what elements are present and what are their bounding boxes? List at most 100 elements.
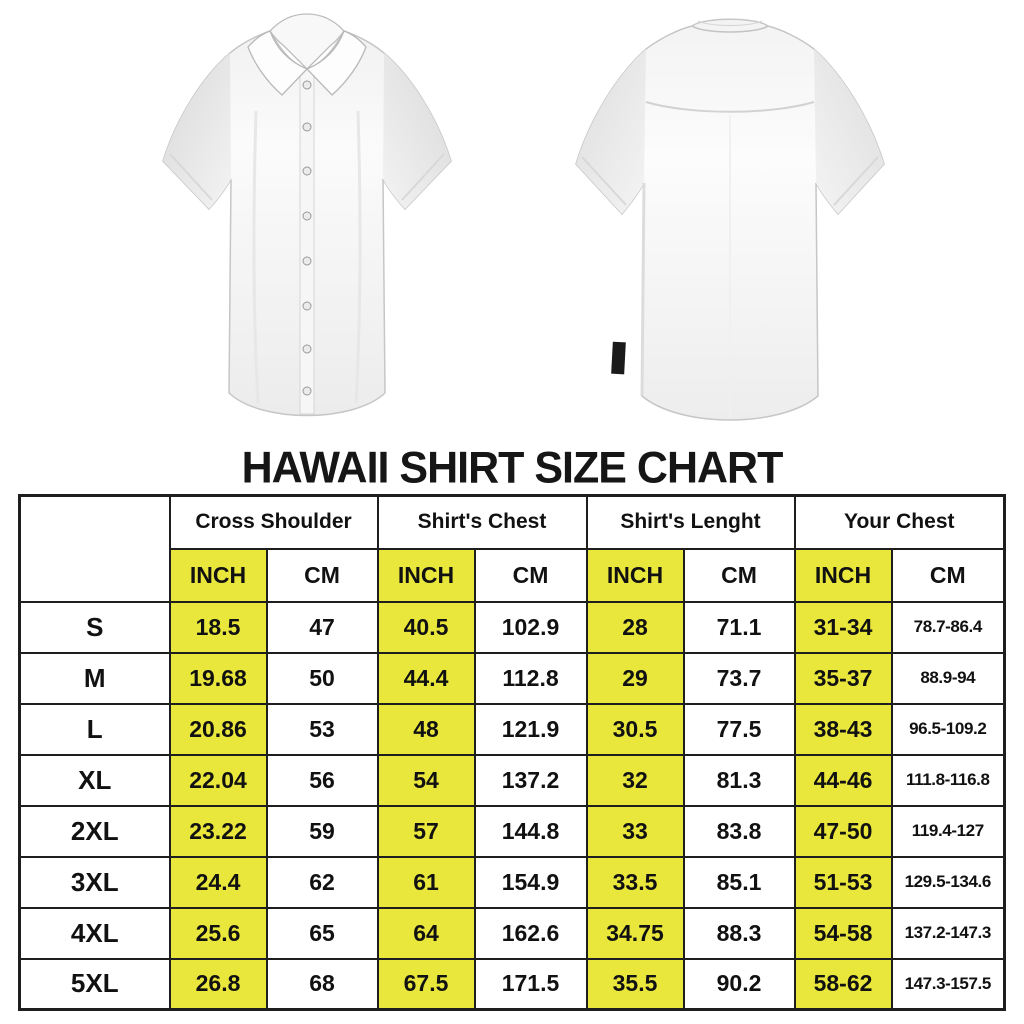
cm-value-cell: 154.9 — [473, 855, 588, 909]
column-group-shirts-chest: Shirt's Chest — [376, 494, 588, 550]
size-cell: 5XL — [18, 957, 171, 1011]
inch-value-cell: 19.68 — [168, 651, 268, 705]
cm-range-cell: 78.7-86.4 — [890, 600, 1006, 654]
cm-value-cell: 56 — [265, 753, 379, 807]
cm-range-cell: 111.8-116.8 — [890, 753, 1006, 807]
column-group-your-chest: Your Chest — [793, 494, 1006, 550]
table-row-4xl: 4XL 25.6 65 64 162.6 34.75 88.3 54-58 13… — [18, 906, 1006, 960]
cm-value-cell: 88.3 — [682, 906, 796, 960]
inch-value-cell: 44.4 — [376, 651, 476, 705]
size-cell: 3XL — [18, 855, 171, 909]
inch-value-cell: 33 — [585, 804, 685, 858]
size-cell: 4XL — [18, 906, 171, 960]
column-group-header-row: Cross Shoulder Shirt's Chest Shirt's Len… — [18, 494, 1006, 603]
unit-header-cm: CM — [473, 547, 588, 603]
inch-value-cell: 24.4 — [168, 855, 268, 909]
unit-header-inch: INCH — [376, 547, 476, 603]
inch-value-cell: 30.5 — [585, 702, 685, 756]
cm-range-cell: 96.5-109.2 — [890, 702, 1006, 756]
inch-value-cell: 35.5 — [585, 957, 685, 1011]
inch-value-cell: 33.5 — [585, 855, 685, 909]
inch-value-cell: 64 — [376, 906, 476, 960]
cm-value-cell: 50 — [265, 651, 379, 705]
size-cell: L — [18, 702, 171, 756]
cm-range-cell: 137.2-147.3 — [890, 906, 1006, 960]
inch-value-cell: 32 — [585, 753, 685, 807]
size-cell: XL — [18, 753, 171, 807]
inch-value-cell: 58-62 — [793, 957, 893, 1011]
cm-value-cell: 77.5 — [682, 702, 796, 756]
inch-value-cell: 23.22 — [168, 804, 268, 858]
inch-value-cell: 54-58 — [793, 906, 893, 960]
cm-value-cell: 53 — [265, 702, 379, 756]
back-shirt-image — [575, 18, 885, 421]
table-row-xl: XL 22.04 56 54 137.2 32 81.3 44-46 111.8… — [18, 753, 1006, 807]
size-chart-table: Cross Shoulder Shirt's Chest Shirt's Len… — [18, 494, 1007, 1011]
cm-range-cell: 88.9-94 — [890, 651, 1006, 705]
cm-range-cell: 129.5-134.6 — [890, 855, 1006, 909]
cm-value-cell: 102.9 — [473, 600, 588, 654]
unit-header-row: INCH CM INCH CM INCH CM INCH CM — [20, 547, 1006, 603]
unit-header-cm: CM — [682, 547, 796, 603]
inch-value-cell: 35-37 — [793, 651, 893, 705]
inch-value-cell: 44-46 — [793, 753, 893, 807]
cm-value-cell: 112.8 — [473, 651, 588, 705]
cm-value-cell: 90.2 — [682, 957, 796, 1011]
cm-value-cell: 68 — [265, 957, 379, 1011]
cm-value-cell: 62 — [265, 855, 379, 909]
cm-value-cell: 73.7 — [682, 651, 796, 705]
table-row-l: L 20.86 53 48 121.9 30.5 77.5 38-43 96.5… — [18, 702, 1006, 756]
cm-range-cell: 147.3-157.5 — [890, 957, 1006, 1011]
table-row-s: S 18.5 47 40.5 102.9 28 71.1 31-34 78.7-… — [18, 600, 1006, 654]
inch-value-cell: 54 — [376, 753, 476, 807]
inch-value-cell: 25.6 — [168, 906, 268, 960]
table-row-2xl: 2XL 23.22 59 57 144.8 33 83.8 47-50 119.… — [18, 804, 1006, 858]
cm-value-cell: 71.1 — [682, 600, 796, 654]
unit-header-inch: INCH — [793, 547, 893, 603]
cm-value-cell: 144.8 — [473, 804, 588, 858]
inch-value-cell: 34.75 — [585, 906, 685, 960]
unit-header-cm: CM — [265, 547, 379, 603]
inch-value-cell: 57 — [376, 804, 476, 858]
cm-range-cell: 119.4-127 — [890, 804, 1006, 858]
inch-value-cell: 22.04 — [168, 753, 268, 807]
size-cell: M — [18, 651, 171, 705]
unit-header-inch: INCH — [585, 547, 685, 603]
size-cell: S — [18, 600, 171, 654]
column-group-shirts-lenght: Shirt's Lenght — [585, 494, 796, 550]
cm-value-cell: 137.2 — [473, 753, 588, 807]
cm-value-cell: 171.5 — [473, 957, 588, 1011]
cm-value-cell: 81.3 — [682, 753, 796, 807]
cm-value-cell: 83.8 — [682, 804, 796, 858]
inch-value-cell: 47-50 — [793, 804, 893, 858]
inch-value-cell: 20.86 — [168, 702, 268, 756]
unit-header-cm: CM — [890, 547, 1006, 603]
inch-value-cell: 51-53 — [793, 855, 893, 909]
unit-header-inch: INCH — [168, 547, 268, 603]
cm-value-cell: 121.9 — [473, 702, 588, 756]
inch-value-cell: 18.5 — [168, 600, 268, 654]
table-row-3xl: 3XL 24.4 62 61 154.9 33.5 85.1 51-53 129… — [18, 855, 1006, 909]
table-row-5xl: 5XL 26.8 68 67.5 171.5 35.5 90.2 58-62 1… — [18, 957, 1006, 1011]
inch-value-cell: 61 — [376, 855, 476, 909]
corner-empty-cell — [18, 494, 171, 603]
cm-value-cell: 162.6 — [473, 906, 588, 960]
front-shirt-image — [162, 13, 452, 417]
table-row-m: M 19.68 50 44.4 112.8 29 73.7 35-37 88.9… — [18, 651, 1006, 705]
inch-value-cell: 29 — [585, 651, 685, 705]
inch-value-cell: 48 — [376, 702, 476, 756]
inch-value-cell: 67.5 — [376, 957, 476, 1011]
inch-value-cell: 40.5 — [376, 600, 476, 654]
column-group-cross-shoulder: Cross Shoulder — [168, 494, 379, 550]
shirt-hem-tag — [611, 341, 626, 375]
inch-value-cell: 28 — [585, 600, 685, 654]
inch-value-cell: 26.8 — [168, 957, 268, 1011]
inch-value-cell: 31-34 — [793, 600, 893, 654]
cm-value-cell: 65 — [265, 906, 379, 960]
cm-value-cell: 85.1 — [682, 855, 796, 909]
size-cell: 2XL — [18, 804, 171, 858]
cm-value-cell: 59 — [265, 804, 379, 858]
inch-value-cell: 38-43 — [793, 702, 893, 756]
page-title: HAWAII SHIRT SIZE CHART — [241, 443, 784, 493]
